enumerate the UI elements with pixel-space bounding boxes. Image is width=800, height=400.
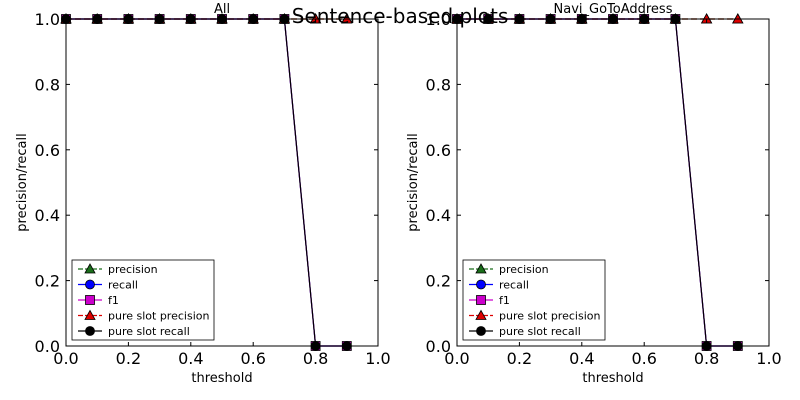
chart1-x-tick-label: 0.8 [303,349,328,368]
chart1-legend-label: recall [108,279,138,292]
chart2-x-axis-label: threshold [582,371,643,386]
chart2-legend-marker-pure-slot-recall [476,326,486,336]
chart2-y-tick-label: 0.4 [426,206,451,225]
chart1-legend: precision recall f1 pure slot precision pure… [71,259,215,341]
chart2-legend-marker-pure-slot-precision [475,309,487,320]
chart2-legend-marker-precision [475,263,487,274]
chart1-legend-label: f1 [108,294,119,307]
chart1-legend-marker-pure-slot-recall [85,326,95,336]
chart2-y-tick-label: 0.2 [426,272,451,291]
chart1-y-tick-label: 1.0 [35,10,60,29]
chart1-x-tick-label: 1.0 [365,349,390,368]
chart1-y-tick-label: 0.8 [35,75,60,94]
chart2-legend-marker-f1 [476,295,486,305]
chart1-y-axis-label: precision/recall [15,133,30,231]
chart1-x-tick-label: 0.4 [178,349,203,368]
chart1-axes: 0.0 0.2 0.4 0.6 0.8 1.0 0.0 0.2 0.4 0.6 0.8 1.0 All t… [15,2,391,386]
chart1-x-tick-label: 0.0 [53,349,78,368]
chart1-legend-label: precision [108,263,158,276]
chart2-legend-label: f1 [499,294,510,307]
chart1-x-tick-label: 0.6 [240,349,265,368]
chart2-legend-label: recall [499,279,529,292]
chart2-legend: precision recall f1 pure slot precision pure… [462,259,606,341]
chart2-y-tick-label: 0.6 [426,141,451,160]
chart1-x-tick-label: 0.2 [116,349,141,368]
chart2-axes: 0.0 0.2 0.4 0.6 0.8 1.0 0.0 0.2 0.4 0.6 0.8 1.0 Navi… [406,2,782,386]
chart2-x-tick-label: 1.0 [756,349,781,368]
chart2-x-tick-label: 0.2 [507,349,532,368]
chart1-legend-marker-pure-slot-precision [84,309,96,320]
chart2-legend-label: precision [499,263,549,276]
chart2-x-tick-label: 0.4 [569,349,594,368]
chart1-y-tick-label: 0.2 [35,272,60,291]
chart1-y-tick-label: 0.6 [35,141,60,160]
chart2-y-tick-label: 1.0 [426,10,451,29]
chart2-title: Navi_GoToAddress [554,2,673,17]
chart2-y-tick-label: 0.8 [426,75,451,94]
chart1-legend-label: pure slot recall [108,325,190,338]
chart2-frame [456,18,770,347]
chart2-y-axis-label: precision/recall [406,133,421,231]
chart1-title: All [214,2,230,17]
chart1-legend-marker-recall [85,279,95,290]
chart2-legend-marker-recall [476,279,486,290]
chart1-legend-label: pure slot precision [108,310,209,323]
chart1-legend-marker-f1 [85,295,95,305]
figure-suptitle: Sentence-based plots [291,4,509,28]
chart1-y-tick-label: 0.4 [35,206,60,225]
chart2-legend-label: pure slot precision [499,310,600,323]
chart1-x-axis-label: threshold [191,371,252,386]
chart2-y-tick-label: 0.0 [426,337,451,356]
chart1-legend-box [71,259,215,341]
chart1-frame [65,18,379,347]
chart2-x-tick-label: 0.6 [631,349,656,368]
chart2-x-tick-label: 0.0 [444,349,469,368]
chart1-legend-marker-precision [84,263,96,274]
chart2-legend-label: pure slot recall [499,325,581,338]
chart1-y-tick-label: 0.0 [35,337,60,356]
chart2-x-tick-label: 0.8 [694,349,719,368]
